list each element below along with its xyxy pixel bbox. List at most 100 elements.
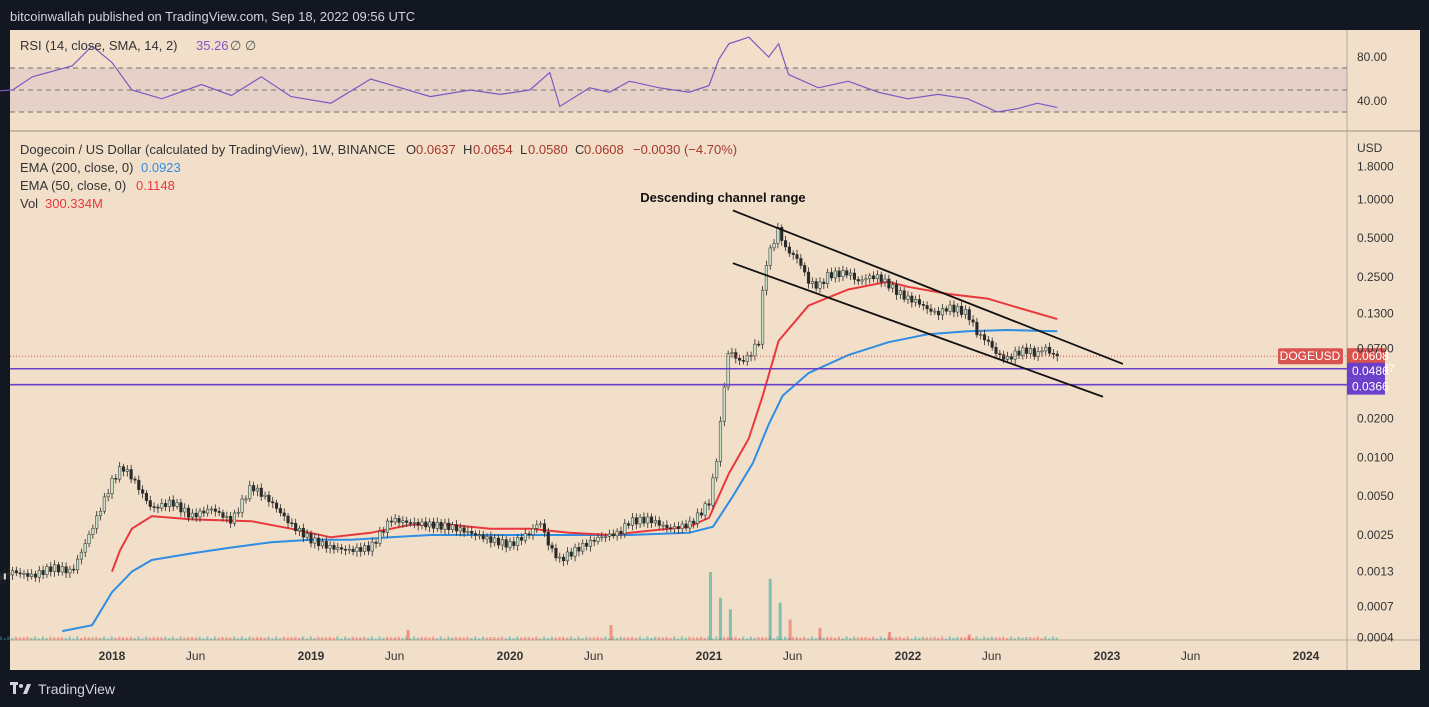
ema50-label: EMA (50, close, 0): [20, 178, 126, 193]
candle: [439, 518, 443, 534]
chart-area[interactable]: [10, 30, 1420, 670]
volume-bar: [891, 637, 894, 640]
rsi-pane[interactable]: 80.00 40.00: [0, 36, 1387, 113]
volume-bar: [611, 636, 615, 640]
volume-bar: [56, 637, 60, 640]
volume-bar: [554, 637, 557, 640]
candle-body: [707, 503, 711, 506]
candle: [623, 519, 627, 539]
candle-body: [994, 347, 998, 354]
candle: [489, 531, 493, 548]
candle: [164, 499, 168, 511]
volume-bar: [872, 636, 875, 640]
candle: [822, 278, 826, 289]
candle-body: [841, 270, 845, 278]
candle: [1040, 346, 1044, 357]
candle-body: [1040, 350, 1044, 353]
volume-bar: [615, 637, 619, 640]
candles-layer[interactable]: [0, 222, 1059, 603]
volume-bar: [852, 636, 856, 640]
time-tick-label: Jun: [186, 649, 205, 663]
candle-body: [290, 522, 294, 525]
candle: [550, 542, 554, 553]
volume-bar: [408, 638, 412, 640]
candle: [240, 494, 244, 518]
candle-body: [485, 536, 489, 540]
candle: [393, 514, 397, 525]
candle: [611, 529, 615, 539]
candle: [248, 480, 252, 502]
volume-bar: [546, 638, 550, 640]
candle: [10, 566, 15, 580]
volume-bar: [879, 636, 883, 640]
candle: [374, 539, 378, 549]
tradingview-brand[interactable]: TradingView: [10, 681, 115, 697]
candle-body: [190, 512, 194, 518]
candle-body: [30, 573, 34, 577]
volume-bar: [481, 636, 485, 640]
volume-bar: [707, 636, 710, 640]
candle: [474, 530, 478, 541]
candle-body: [252, 485, 256, 492]
candle-body: [420, 521, 424, 526]
candle: [868, 273, 872, 284]
candle-body: [646, 516, 650, 524]
candle-body: [956, 305, 960, 313]
candle: [707, 499, 711, 511]
candle: [630, 513, 635, 531]
brand-label: TradingView: [38, 681, 116, 697]
volume-bar: [856, 637, 860, 640]
volume-bar: [439, 636, 442, 640]
candle-body: [642, 516, 646, 524]
volume-bar: [317, 636, 320, 640]
time-tick-label: 2020: [497, 649, 524, 663]
candle: [416, 518, 420, 531]
volume-bar: [562, 636, 565, 640]
candle-body: [3, 572, 7, 580]
candle-body: [829, 272, 834, 279]
tradingview-logo-icon: [10, 682, 31, 694]
candle: [106, 488, 110, 502]
candle: [979, 331, 983, 340]
volume-bar: [894, 637, 898, 640]
candle-body: [106, 493, 110, 498]
volume-bar: [864, 636, 867, 640]
volume-bar: [837, 636, 840, 640]
candle: [887, 274, 891, 292]
candle-body: [255, 487, 259, 492]
candle: [676, 521, 680, 534]
candle-body: [79, 551, 83, 560]
candle-body: [627, 523, 631, 526]
volume-bar: [638, 636, 641, 640]
volume-bar: [569, 636, 573, 640]
candle-body: [1044, 346, 1048, 352]
volume-bar: [401, 637, 404, 640]
candle: [906, 291, 910, 304]
candle: [1009, 353, 1013, 365]
candle-body: [489, 536, 493, 543]
volume-bar: [994, 637, 997, 640]
candle-body: [53, 564, 57, 572]
candle-body: [141, 489, 145, 494]
volume-bar: [695, 637, 699, 640]
volume-bar: [558, 637, 561, 640]
candle-body: [167, 499, 171, 507]
rsi-value: 35.26: [196, 38, 229, 53]
candle-body: [186, 507, 191, 518]
candle: [841, 265, 845, 282]
volume-bar: [757, 636, 760, 640]
candle: [481, 530, 485, 543]
candle-body: [688, 520, 692, 529]
volume-bar: [709, 572, 712, 640]
candle: [443, 518, 447, 535]
published-header: bitcoinwallah published on TradingView.c…: [10, 9, 416, 24]
candle: [225, 511, 229, 523]
candle: [803, 262, 807, 277]
candle-body: [428, 521, 432, 528]
candle: [121, 463, 126, 477]
volume-bar: [596, 636, 599, 640]
candle-body: [179, 502, 183, 513]
candle-body: [741, 360, 745, 362]
